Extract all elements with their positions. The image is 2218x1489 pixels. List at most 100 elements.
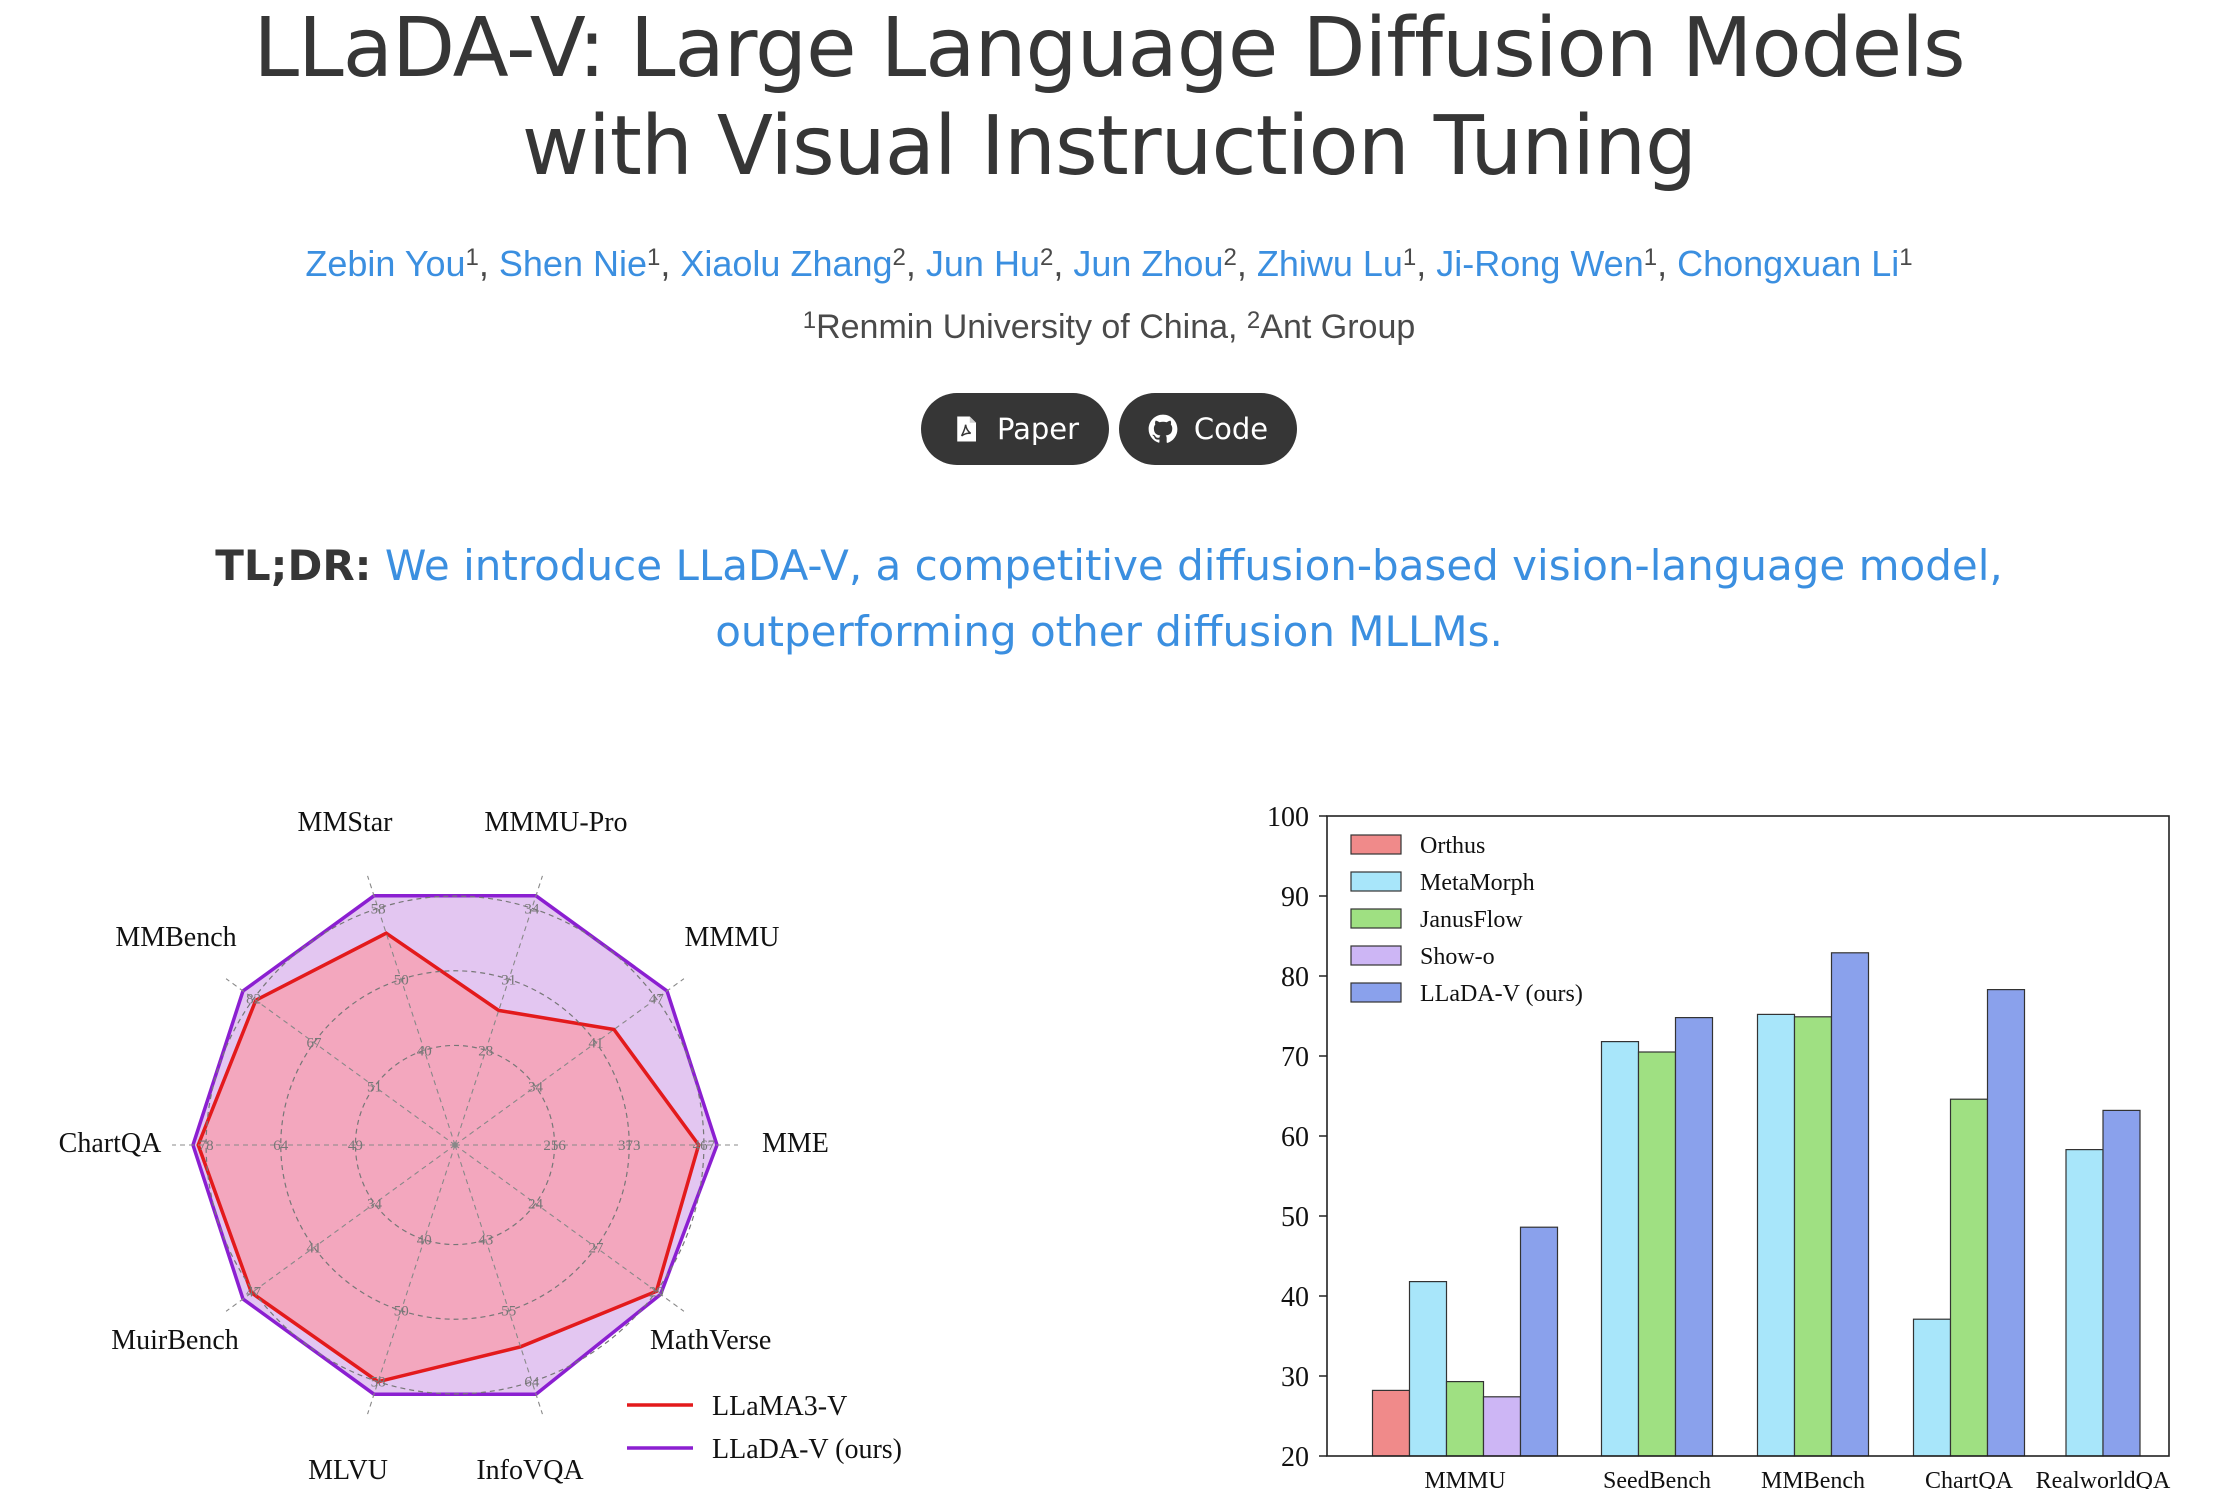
bar-legend-label: MetaMorph xyxy=(1420,870,1535,896)
radar-tick-label: 34 xyxy=(528,1080,544,1096)
radar-tick-label: 256 xyxy=(543,1138,566,1154)
tldr-text-2: outperforming other diffusion MLLMs. xyxy=(715,607,1503,656)
radar-spoke xyxy=(454,1144,543,1415)
bar-category-label: SeedBench xyxy=(1603,1468,1711,1489)
bar-legend-label: LLaDA-V (ours) xyxy=(1420,981,1583,1007)
bar-category-label: MMBench xyxy=(1761,1468,1865,1489)
author-link[interactable]: Xiaolu Zhang xyxy=(680,243,893,284)
bar xyxy=(1756,1013,1796,1457)
radar-spoke xyxy=(454,978,685,1146)
radar-legend-label: LLaMA3-V xyxy=(712,1391,847,1422)
bar xyxy=(1482,1396,1522,1457)
radar-axis-label: MMMU xyxy=(685,922,780,953)
author-link[interactable]: Jun Hu xyxy=(925,243,1040,284)
bar-legend-swatch xyxy=(1350,982,1402,1003)
radar-series-area xyxy=(196,931,701,1384)
author-separator: , xyxy=(478,243,499,284)
author-affiliation-marker: 1 xyxy=(1402,244,1417,271)
bar-legend-label: JanusFlow xyxy=(1420,907,1523,933)
author-affiliation-marker: 1 xyxy=(1643,244,1658,271)
bar-legend-label: Orthus xyxy=(1420,833,1485,859)
bar-legend-swatch xyxy=(1350,908,1402,929)
bar-legend-swatch xyxy=(1350,834,1402,855)
author-link[interactable]: Chongxuan Li xyxy=(1677,243,1900,284)
radar-tick-label: 78 xyxy=(199,1138,214,1154)
radar-tick-label: 58 xyxy=(371,901,386,917)
author-list: Zebin You1, Shen Nie1, Xiaolu Zhang2, Ju… xyxy=(0,242,2218,286)
radar-spoke xyxy=(454,1144,685,1312)
radar-axis-label: MME xyxy=(762,1128,829,1159)
tldr-summary: TL;DR: We introduce LLaDA-V, a competiti… xyxy=(0,533,2218,665)
radar-tick-label: 41 xyxy=(307,1240,322,1256)
tldr-text-1: We introduce LLaDA-V, a competitive diff… xyxy=(384,541,2003,590)
affiliation-2-name: Ant Group xyxy=(1260,308,1416,346)
bar xyxy=(1408,1281,1448,1457)
radar-tick-label: 55 xyxy=(501,1304,516,1320)
bar xyxy=(1793,1016,1833,1457)
bar xyxy=(1830,952,1870,1457)
affiliation-1-marker: 1 xyxy=(802,307,817,334)
radar-tick-label: 27 xyxy=(589,1240,605,1256)
tldr-label: TL;DR: xyxy=(215,541,372,590)
radar-axis-label: MathVerse xyxy=(650,1325,771,1356)
bar-y-tick-label: 20 xyxy=(1281,1442,1309,1473)
bar-y-tick-label: 50 xyxy=(1281,1202,1309,1233)
bar-y-tick-label: 60 xyxy=(1281,1122,1309,1153)
radar-axis-label: ChartQA xyxy=(59,1128,162,1159)
author-link[interactable]: Shen Nie xyxy=(498,243,647,284)
bar-legend-swatch xyxy=(1350,945,1402,966)
radar-tick-label: 24 xyxy=(528,1197,544,1213)
radar-tick-label: 47 xyxy=(649,992,665,1008)
radar-tick-label: 34 xyxy=(524,901,540,917)
bar-legend-label: Show-o xyxy=(1420,944,1495,970)
author-affiliation-marker: 1 xyxy=(465,244,479,271)
code-button[interactable]: Code xyxy=(1119,393,1297,465)
github-icon xyxy=(1148,414,1178,444)
radar-tick-label: 58 xyxy=(371,1375,386,1391)
radar-tick-label: 467 xyxy=(693,1138,716,1154)
link-buttons: Paper Code xyxy=(0,393,2218,465)
tldr-line-2: outperforming other diffusion MLLMs. xyxy=(0,599,2218,665)
radar-axis-label: MLVU xyxy=(308,1455,388,1486)
pdf-icon xyxy=(951,414,981,444)
author-link[interactable]: Ji-Rong Wen xyxy=(1436,243,1644,284)
author-separator: , xyxy=(1416,243,1437,284)
affiliations: 1Renmin University of China, 2Ant Group xyxy=(0,306,2218,348)
bar-y-tick-label: 90 xyxy=(1281,882,1309,913)
bar-y-tick-label: 80 xyxy=(1281,962,1309,993)
bar-y-tick-label: 30 xyxy=(1281,1362,1309,1393)
bar xyxy=(1637,1051,1677,1457)
radar-chart: 40 50 58 MMStar 28 31 34 MMMU-Pro 34 41 47 MMMU 256 3… xyxy=(59,807,902,1486)
author-link[interactable]: Jun Zhou xyxy=(1073,243,1224,284)
radar-tick-label: 40 xyxy=(417,1043,432,1059)
affiliation-1-name: Renmin University of China, xyxy=(816,308,1247,346)
radar-tick-label: 29 xyxy=(649,1284,664,1300)
radar-spoke xyxy=(367,1144,456,1415)
radar-tick-label: 41 xyxy=(589,1036,604,1052)
radar-tick-label: 34 xyxy=(367,1197,383,1213)
author-separator: , xyxy=(1053,243,1074,284)
radar-tick-label: 64 xyxy=(273,1138,289,1154)
bar xyxy=(1986,989,2026,1457)
author-separator: , xyxy=(1236,243,1257,284)
radar-tick-label: 40 xyxy=(417,1233,432,1249)
code-button-label: Code xyxy=(1193,412,1269,446)
author-separator: , xyxy=(1657,243,1678,284)
author-separator: , xyxy=(905,243,926,284)
radar-tick-label: 31 xyxy=(501,972,516,988)
affiliation-2-marker: 2 xyxy=(1246,307,1261,334)
bar-legend-swatch xyxy=(1350,871,1402,892)
bar-y-tick-label: 70 xyxy=(1281,1042,1309,1073)
bar xyxy=(1519,1226,1559,1457)
radar-axis-label: MMBench xyxy=(115,922,236,953)
bar-category-label: MMMU xyxy=(1424,1468,1505,1489)
bar-category-label: RealworldQA xyxy=(2036,1468,2171,1489)
radar-tick-label: 373 xyxy=(618,1138,641,1154)
bar xyxy=(2102,1109,2141,1457)
author-link[interactable]: Zhiwu Lu xyxy=(1256,243,1403,284)
author-link[interactable]: Zebin You xyxy=(305,243,466,284)
radar-axis-label: MMMU-Pro xyxy=(484,807,627,838)
paper-button[interactable]: Paper xyxy=(921,393,1109,465)
radar-tick-label: 50 xyxy=(394,1304,409,1320)
radar-tick-label: 64 xyxy=(524,1375,540,1391)
